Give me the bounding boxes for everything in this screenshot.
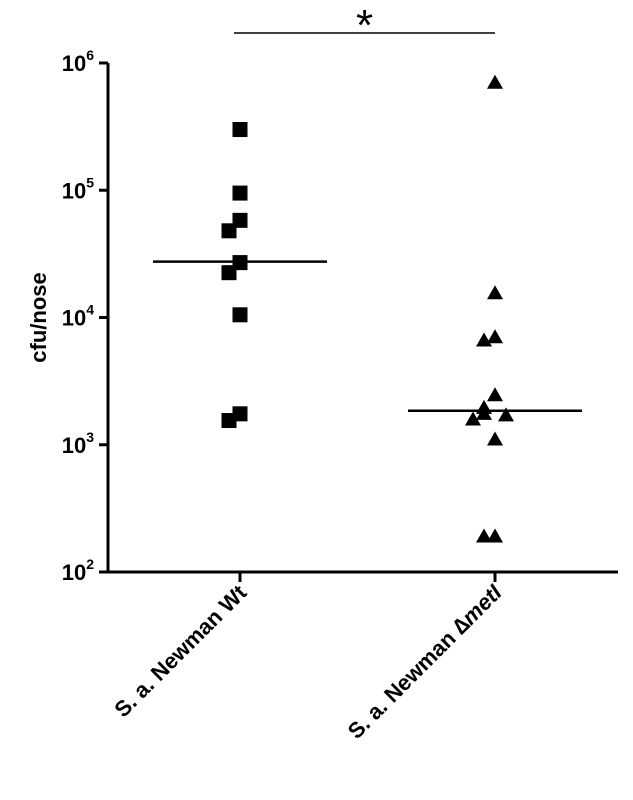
wt-data-point-0 [232, 122, 248, 138]
metI-data-point-7 [498, 407, 514, 422]
y-tick-label-1: 103 [62, 429, 94, 458]
wt-data-point-5 [221, 265, 237, 281]
metI-data-point-3 [476, 332, 492, 347]
wt-data-point-3 [221, 223, 237, 239]
category-label-0: S. a. Newman Wt [109, 579, 252, 722]
marks-layer [153, 32, 582, 543]
metI-data-point-0 [487, 74, 503, 89]
y-tick-label-3: 105 [62, 174, 94, 203]
wt-data-point-1 [232, 185, 248, 201]
axis-layer [99, 61, 618, 582]
labels-layer: 102 103 104 105 106 cfu/nose S. a. Newman Wt S.… [26, 1, 507, 744]
metI-data-point-1 [487, 285, 503, 300]
metI-data-point-6 [476, 405, 492, 420]
significance-asterisk: * [356, 1, 373, 50]
y-axis-title: cfu/nose [26, 272, 51, 362]
metI-data-point-9 [487, 431, 503, 446]
y-tick-label-2: 104 [62, 302, 94, 331]
wt-data-point-8 [221, 413, 237, 429]
metI-data-point-8 [465, 411, 481, 426]
wt-data-point-6 [232, 307, 248, 323]
metI-data-point-10 [487, 528, 503, 543]
category-label-1: S. a. Newman ∆metI [343, 579, 507, 743]
y-tick-label-4: 106 [62, 47, 94, 76]
metI-data-point-11 [476, 528, 492, 543]
metI-data-point-2 [487, 329, 503, 344]
y-tick-label-0: 102 [62, 556, 94, 585]
metI-data-point-4 [487, 387, 503, 402]
